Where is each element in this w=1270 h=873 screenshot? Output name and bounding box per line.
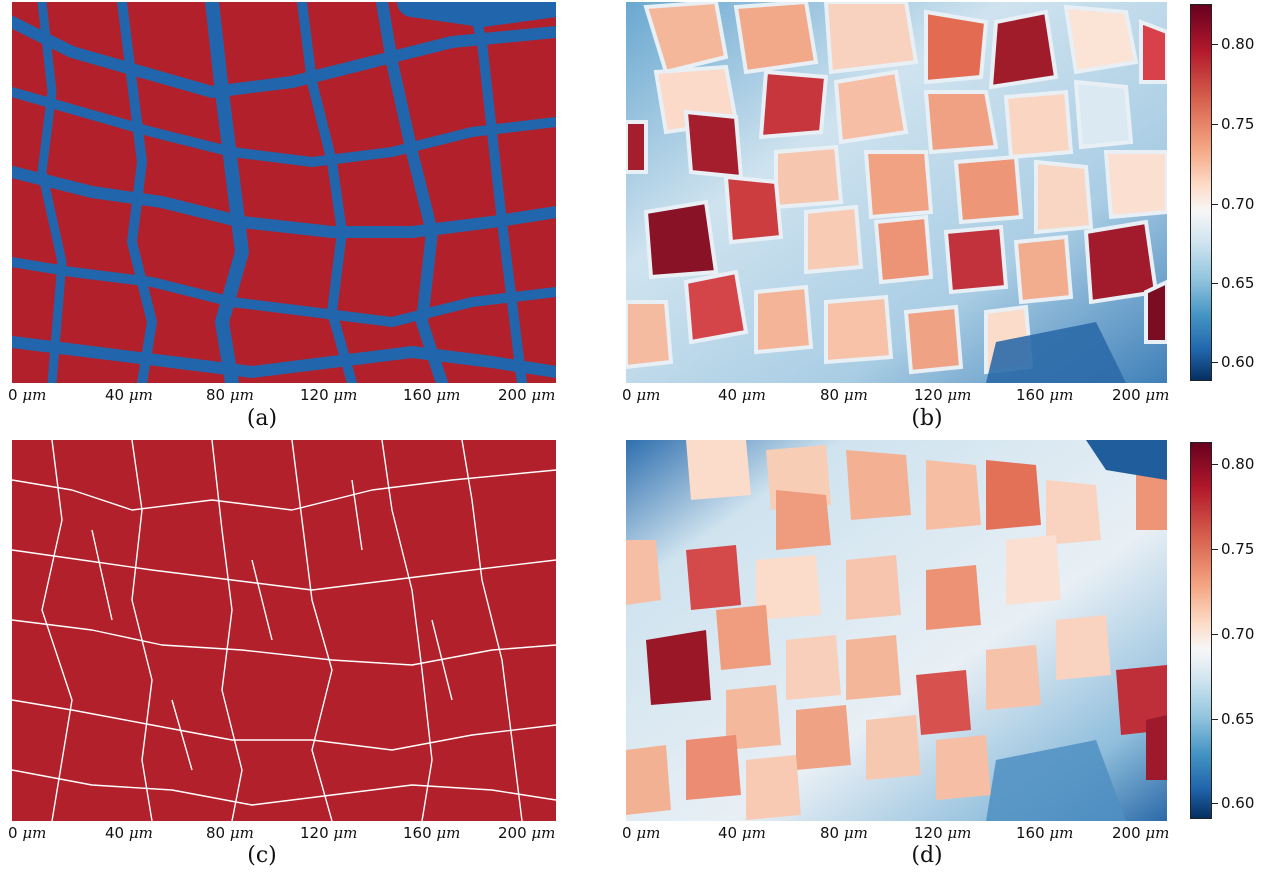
panel-b-heatmap: [626, 2, 1167, 383]
colorbar-top-tick-1: 0.75: [1221, 115, 1255, 133]
colorbar-top-tick-4: 0.60: [1221, 353, 1255, 371]
colorbar-bottom-tickmark: [1212, 719, 1218, 720]
panel-d-xtick-5: 200 μm: [1112, 824, 1170, 842]
panel-d-xtick-1: 40 μm: [718, 824, 766, 842]
panel-b-xtick-5: 200 μm: [1112, 386, 1170, 404]
panel-a-caption: (a): [246, 406, 278, 431]
panel-b-xtick-0: 0 μm: [622, 386, 661, 404]
panel-a-xtick-3: 120 μm: [300, 386, 358, 404]
panel-a-xtick-5: 200 μm: [498, 386, 556, 404]
panel-c-xtick-1: 40 μm: [105, 824, 153, 842]
panel-b-xtick-3: 120 μm: [914, 386, 972, 404]
colorbar-bottom-tick-1: 0.75: [1221, 540, 1255, 558]
colorbar-bottom-tick-4: 0.60: [1221, 794, 1255, 812]
panel-a-xtick-2: 80 μm: [206, 386, 254, 404]
panel-c-xtick-0: 0 μm: [8, 824, 47, 842]
colorbar-bottom-tickmark: [1212, 803, 1218, 804]
panel-d-xtick-4: 160 μm: [1016, 824, 1074, 842]
colorbar-bottom-tick-3: 0.65: [1221, 710, 1255, 728]
panel-c-xtick-3: 120 μm: [300, 824, 358, 842]
panel-d-caption: (d): [911, 843, 943, 868]
panel-b-xtick-1: 40 μm: [718, 386, 766, 404]
panel-c-xtick-5: 200 μm: [498, 824, 556, 842]
colorbar-bottom-tickmark: [1212, 549, 1218, 550]
panel-b-xtick-4: 160 μm: [1016, 386, 1074, 404]
panel-a-xtick-1: 40 μm: [105, 386, 153, 404]
panel-d-xtick-2: 80 μm: [820, 824, 868, 842]
colorbar-bottom-tickmark: [1212, 464, 1218, 465]
colorbar-bottom-tick-0: 0.80: [1221, 455, 1255, 473]
panel-d-xtick-3: 120 μm: [914, 824, 972, 842]
panel-c-image: [12, 440, 556, 821]
colorbar-bottom: [1190, 442, 1212, 819]
colorbar-top-tick-3: 0.65: [1221, 274, 1255, 292]
panel-d-heatmap: [626, 440, 1167, 821]
panel-c-xtick-4: 160 μm: [403, 824, 461, 842]
colorbar-top-tickmark: [1212, 44, 1218, 45]
colorbar-bottom-tick-2: 0.70: [1221, 625, 1255, 643]
colorbar-top-tickmark: [1212, 362, 1218, 363]
panel-a-xtick-4: 160 μm: [403, 386, 461, 404]
panel-c-xtick-2: 80 μm: [206, 824, 254, 842]
panel-a-image: [12, 2, 556, 383]
colorbar-top-tickmark: [1212, 204, 1218, 205]
panel-b-caption: (b): [911, 406, 943, 431]
colorbar-top: [1190, 4, 1212, 381]
colorbar-bottom-tickmark: [1212, 634, 1218, 635]
panel-c-caption: (c): [247, 843, 277, 868]
panel-a-xtick-0: 0 μm: [8, 386, 47, 404]
panel-d-xtick-0: 0 μm: [622, 824, 661, 842]
colorbar-top-tickmark: [1212, 124, 1218, 125]
colorbar-top-tickmark: [1212, 283, 1218, 284]
panel-b-xtick-2: 80 μm: [820, 386, 868, 404]
colorbar-top-tick-0: 0.80: [1221, 35, 1255, 53]
colorbar-top-tick-2: 0.70: [1221, 195, 1255, 213]
